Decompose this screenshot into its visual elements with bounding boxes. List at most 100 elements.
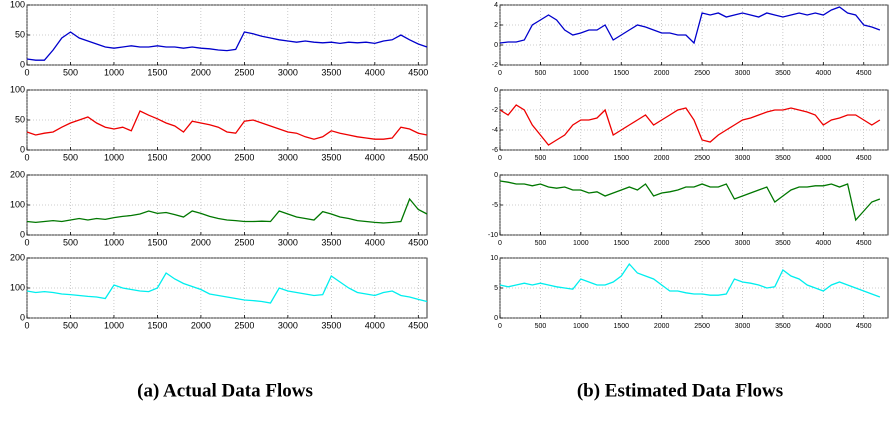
y-tick-label: 100 [10,199,25,209]
x-tick-label: 0 [24,152,29,162]
y-tick-label: 2 [494,22,498,29]
data-line [499,180,881,222]
x-tick-label: 3500 [775,323,791,330]
x-tick-label: 1000 [573,155,589,162]
x-tick-label: 1500 [613,155,629,162]
y-tick-label: -10 [488,232,498,239]
x-tick-label: 2000 [191,152,211,162]
x-tick-label: 2500 [694,323,710,330]
x-tick-label: 2000 [191,67,211,77]
x-tick-label: 500 [63,67,78,77]
x-tick-label: 0 [24,67,29,77]
x-tick-label: 0 [498,70,502,77]
x-tick-label: 3000 [278,237,298,247]
x-tick-label: 1000 [573,240,589,247]
x-tick-label: 1000 [104,152,124,162]
x-tick-label: 0 [498,240,502,247]
x-tick-label: 2000 [654,323,670,330]
x-tick-label: 4000 [816,155,832,162]
x-tick-label: 1500 [613,323,629,330]
x-tick-label: 4000 [365,152,385,162]
x-tick-label: 3000 [735,155,751,162]
x-tick-label: 1500 [147,320,167,330]
y-tick-label: 100 [10,0,25,9]
x-tick-label: 4000 [816,323,832,330]
y-tick-label: 100 [10,84,25,94]
x-tick-label: 1500 [613,240,629,247]
x-tick-label: 2000 [654,70,670,77]
x-tick-label: 500 [535,240,547,247]
x-tick-label: 3500 [321,67,341,77]
x-tick-label: 4500 [408,237,428,247]
x-tick-label: 2500 [234,152,254,162]
y-tick-label: -5 [492,202,498,209]
x-tick-label: 500 [63,320,78,330]
data-line [499,6,881,45]
x-tick-label: 4000 [816,240,832,247]
plot-frame [499,4,889,66]
y-tick-label: 200 [10,169,25,179]
y-tick-label: 4 [494,2,498,9]
y-tick-label: 0 [494,87,498,94]
plot-frame [499,257,889,319]
data-line [26,272,428,304]
x-tick-label: 4500 [856,70,872,77]
data-line [26,197,428,224]
x-tick-label: 4500 [856,155,872,162]
x-tick-label: 4500 [856,240,872,247]
x-tick-label: 4500 [408,152,428,162]
data-line [499,262,881,298]
x-tick-label: 4500 [408,67,428,77]
x-tick-label: 3500 [775,240,791,247]
x-tick-label: 4500 [408,320,428,330]
y-tick-label: 0 [494,42,498,49]
x-tick-label: 3500 [321,237,341,247]
y-tick-label: -2 [492,62,498,69]
x-tick-label: 2500 [234,320,254,330]
x-tick-label: 0 [24,320,29,330]
x-tick-label: 4000 [365,237,385,247]
x-tick-label: 3000 [735,323,751,330]
y-tick-label: 5 [494,285,498,292]
x-tick-label: 1000 [104,67,124,77]
y-tick-label: -4 [492,127,498,134]
y-tick-label: 0 [494,315,498,322]
data-line [499,104,881,146]
x-tick-label: 500 [63,237,78,247]
y-tick-label: -2 [492,107,498,114]
x-tick-label: 1500 [613,70,629,77]
data-line [26,31,428,61]
x-tick-label: 2500 [694,240,710,247]
x-tick-label: 3000 [278,320,298,330]
x-tick-label: 1000 [573,323,589,330]
x-tick-label: 1000 [104,237,124,247]
x-tick-label: 4000 [816,70,832,77]
x-tick-label: 1500 [147,237,167,247]
y-tick-label: 0 [20,144,25,154]
x-tick-label: 2000 [654,240,670,247]
x-tick-label: 4000 [365,67,385,77]
y-tick-label: 50 [15,29,25,39]
y-tick-label: 0 [20,312,25,322]
x-tick-label: 1000 [573,70,589,77]
y-tick-label: 50 [15,114,25,124]
x-tick-label: 2000 [654,155,670,162]
x-tick-label: 0 [498,155,502,162]
x-tick-label: 4000 [365,320,385,330]
x-tick-label: 500 [535,155,547,162]
x-tick-label: 3000 [278,67,298,77]
y-tick-label: 0 [494,172,498,179]
x-tick-label: 2500 [234,237,254,247]
x-tick-label: 3000 [278,152,298,162]
x-tick-label: 0 [24,237,29,247]
y-tick-label: -6 [492,147,498,154]
x-tick-label: 0 [498,323,502,330]
y-tick-label: 0 [20,59,25,69]
x-tick-label: 500 [535,70,547,77]
x-tick-label: 500 [63,152,78,162]
x-tick-label: 2500 [234,67,254,77]
x-tick-label: 3500 [321,152,341,162]
caption: (b) Estimated Data Flows [577,380,783,401]
x-tick-label: 2500 [694,155,710,162]
